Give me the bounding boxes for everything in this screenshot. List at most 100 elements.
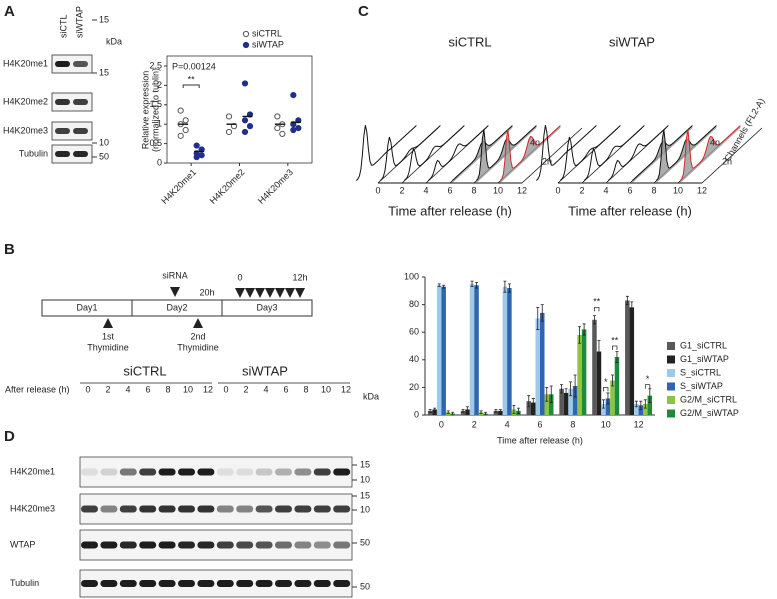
x-tick-label: 8 [570, 419, 575, 429]
blot-band [294, 580, 312, 587]
error-bar [507, 283, 511, 293]
error-bar [475, 282, 479, 289]
blot-band [139, 580, 157, 587]
lane-label: 12 [341, 384, 351, 394]
bar [427, 410, 433, 415]
error-bar [564, 388, 568, 398]
histogram [500, 125, 561, 181]
legend-swatch [667, 396, 675, 404]
legend-label: siCTRL [252, 28, 282, 38]
bar [596, 351, 602, 415]
data-point [241, 80, 249, 87]
error-bar [573, 374, 577, 398]
lane-label: 6 [283, 384, 288, 394]
bar [540, 312, 545, 415]
blot-band [73, 99, 88, 105]
peak-label: 2n [722, 156, 732, 166]
error-bar [461, 409, 465, 413]
y-tick-label: 0 [157, 157, 162, 167]
error-bar [503, 280, 507, 293]
legend-swatch [667, 369, 675, 377]
blot-band [178, 580, 195, 587]
bar [647, 395, 653, 415]
lane-header: After release (h) [5, 384, 70, 394]
legend-swatch [667, 342, 675, 350]
marker-label: 10 [99, 137, 109, 147]
sirna-label: siRNA [162, 270, 188, 280]
error-bar [512, 404, 516, 415]
blot-band [81, 580, 98, 587]
data-point [225, 113, 233, 120]
legend-label: G1_siWTAP [680, 354, 729, 364]
bar [614, 357, 620, 415]
blot-band [178, 468, 195, 476]
unit-label: kDa [363, 391, 379, 401]
error-bar [494, 409, 498, 413]
baseline [701, 127, 763, 184]
data-point [193, 142, 200, 149]
blot-band [119, 468, 137, 476]
bar [577, 334, 582, 415]
bar [549, 394, 554, 415]
x-tick-label: 6 [627, 185, 632, 195]
bar [432, 409, 437, 415]
row-label: H4K20me3 [10, 503, 55, 513]
bar [441, 286, 446, 415]
significance: * [646, 374, 650, 384]
error-bar [540, 304, 544, 322]
x-tick-label: 8 [471, 185, 476, 195]
sig-bracket [612, 345, 618, 350]
row-label: Tubulin [19, 148, 48, 158]
x-axis-label: Time after release (h) [497, 435, 583, 445]
thymidine-label: 2nd [190, 331, 205, 341]
error-bar [643, 399, 647, 409]
blot-band [294, 541, 312, 549]
blot-band [216, 541, 234, 549]
error-bar [582, 323, 586, 336]
row-label: Tubulin [10, 578, 39, 588]
data-point [241, 117, 249, 124]
blot-frame [51, 54, 93, 74]
error-bar [639, 400, 643, 410]
day-label: Day1 [76, 302, 97, 312]
marker-label: 10 [360, 504, 370, 514]
plot-frame [166, 55, 313, 164]
x-tick-label: 8 [651, 185, 656, 195]
blot-band [275, 541, 292, 549]
legend-swatch [667, 382, 675, 391]
blot-band [216, 580, 234, 587]
blot-frame [51, 121, 93, 141]
x-tick-label: 12 [634, 419, 644, 429]
significance: ** [593, 297, 601, 307]
x-tick-label: 0 [555, 185, 560, 195]
lane-label: siWTAP [74, 6, 84, 38]
blot-band [197, 580, 215, 587]
legend-label: G1_siCTRL [680, 340, 727, 350]
data-point [279, 130, 286, 137]
x-tick-label: H4K20me1 [159, 167, 198, 206]
panel-label: B [4, 241, 15, 258]
histogram [428, 125, 489, 181]
bar [436, 285, 442, 415]
sig-bracket [594, 306, 600, 312]
blot-band [255, 505, 273, 513]
marker-label: 50 [360, 581, 370, 591]
bar [625, 300, 630, 415]
error-bar [466, 406, 470, 413]
marker-label: 50 [99, 151, 109, 161]
blot-band [236, 580, 254, 587]
thymidine-label: 1st [102, 331, 115, 341]
blot-band [255, 468, 273, 476]
blot-band [197, 505, 215, 513]
blot-band [158, 541, 176, 549]
legend-label: siWTAP [252, 39, 284, 49]
marker-label: 50 [360, 537, 370, 547]
data-point [177, 107, 184, 114]
blot-band [139, 505, 157, 513]
blot-band [81, 505, 98, 513]
blot-band [100, 505, 118, 513]
histogram [560, 125, 621, 181]
y-tick-label: 2 [157, 80, 162, 90]
error-bar [428, 409, 432, 413]
blot-band [158, 468, 176, 476]
